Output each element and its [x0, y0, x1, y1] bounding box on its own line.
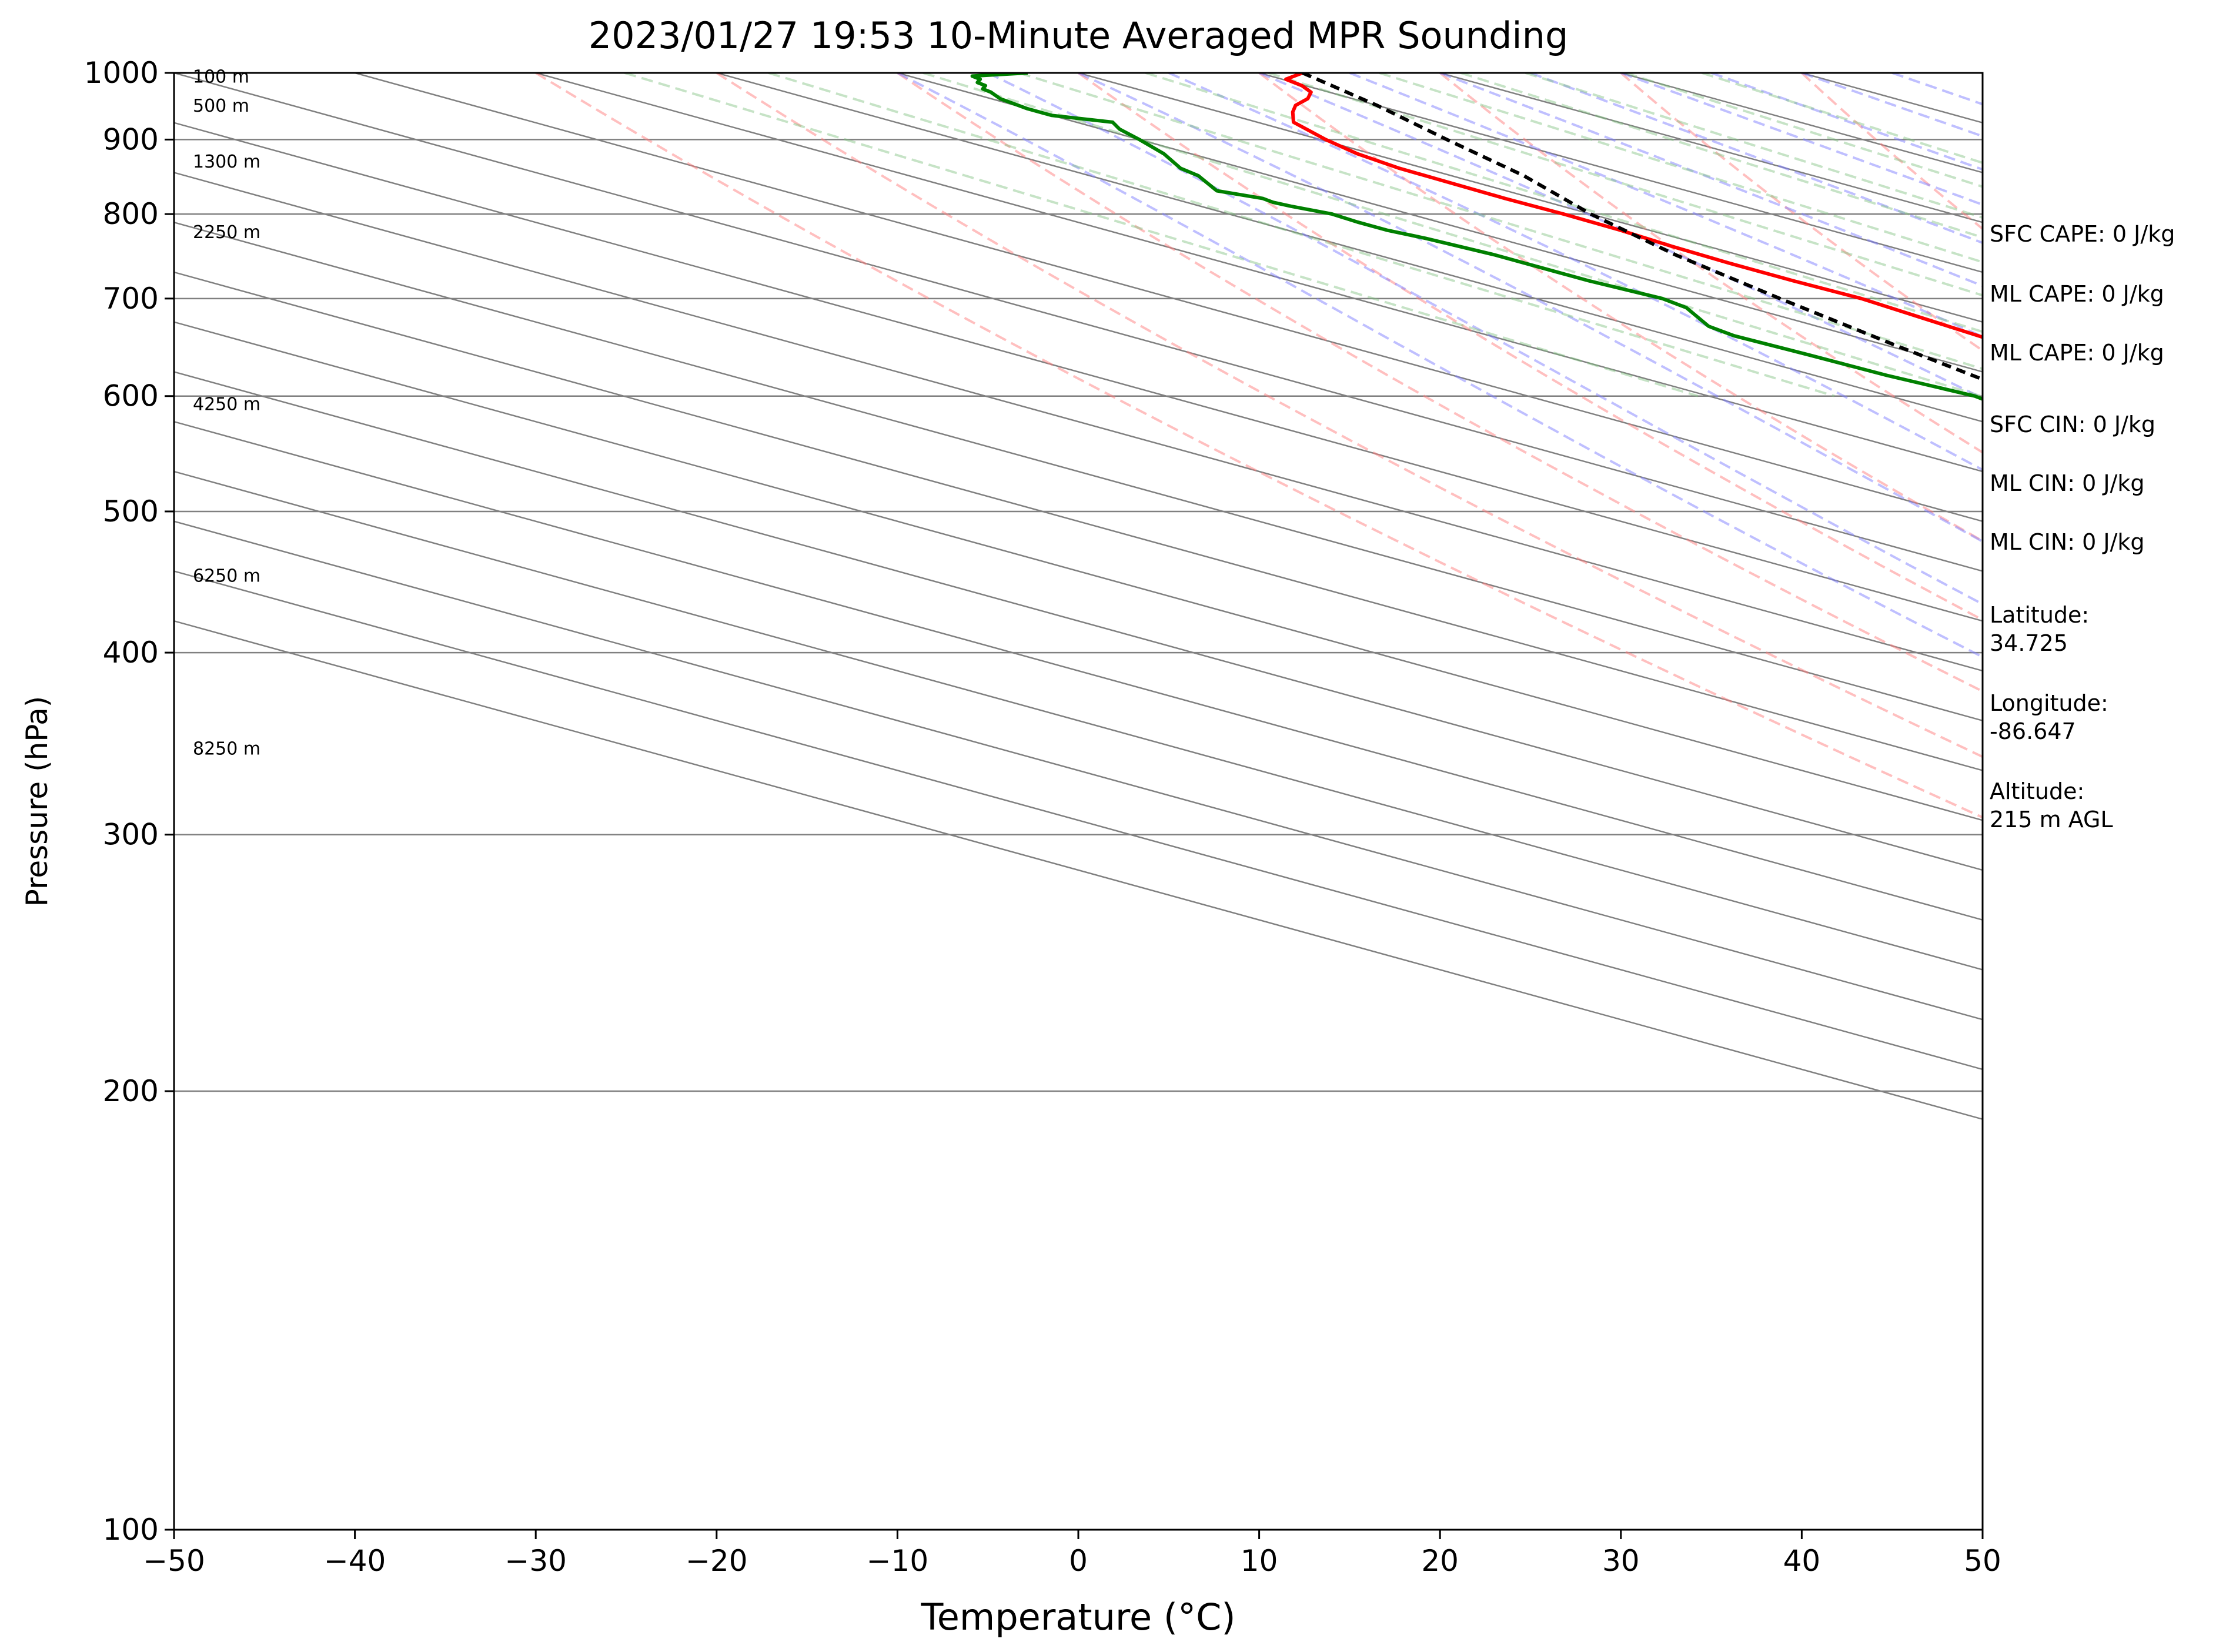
ml-cin-text-1: ML CIN: 0 J/kg — [1990, 470, 2145, 496]
isotherm-line — [174, 172, 1983, 672]
mixing-ratio-line — [1379, 73, 1983, 263]
background-lines — [174, 73, 2226, 1530]
y-tick-label: 600 — [103, 379, 159, 413]
isotherm-line — [1078, 73, 1983, 323]
x-tick-label: −40 — [324, 1544, 386, 1578]
height-label: 100 m — [193, 66, 249, 87]
y-tick-label: 100 — [103, 1513, 159, 1547]
x-tick-label: −50 — [143, 1544, 205, 1578]
mixing-ratio-line — [768, 73, 1835, 397]
parcel-profile-3 — [1302, 73, 1983, 382]
y-tick-label: 300 — [103, 818, 159, 852]
isotherm-line — [174, 420, 1983, 921]
mixing-ratio-line — [1268, 73, 1983, 297]
isotherm-line — [897, 73, 1983, 373]
height-label: 4250 m — [193, 394, 260, 414]
x-tick-label: −30 — [504, 1544, 567, 1578]
x-tick-label: 20 — [1421, 1544, 1459, 1578]
y-tick-label: 1000 — [84, 56, 159, 90]
isotherm-line — [174, 221, 1983, 722]
height-label: 8250 m — [193, 738, 260, 759]
height-label: 1300 m — [193, 152, 260, 172]
moist-adiabat-line — [1620, 73, 1983, 206]
y-tick-label: 500 — [103, 494, 159, 529]
dry-adiabat-line — [716, 73, 1983, 758]
x-tick-label: 10 — [1241, 1544, 1278, 1578]
x-tick-label: −20 — [686, 1544, 748, 1578]
mixing-ratio-line — [1625, 73, 1983, 188]
y-tick-label: 700 — [103, 282, 159, 316]
x-axis: −50 −40 −30 −20 −10 0 10 20 30 40 50 — [143, 1530, 2001, 1578]
mixing-ratio-line — [1145, 73, 1983, 333]
y-axis: 1000 900 800 700 600 500 400 300 200 100 — [84, 56, 174, 1547]
isotherm-line — [174, 271, 1983, 771]
moist-adiabat-line — [1530, 73, 1983, 245]
mixing-ratio-line — [1701, 73, 1983, 165]
altitude-text: Altitude: 215 m AGL — [1990, 778, 2113, 832]
mixing-ratio-line — [624, 73, 1699, 397]
y-tick-label: 400 — [103, 636, 159, 670]
isotherm-line — [174, 570, 1983, 1071]
x-tick-label: −10 — [867, 1544, 929, 1578]
isotherm-line — [716, 73, 1983, 423]
ml-cin-text-2: ML CIN: 0 J/kg — [1990, 529, 2145, 555]
longitude-text: Longitude: -86.647 — [1990, 690, 2108, 744]
moist-adiabat-line — [1078, 73, 1983, 543]
moist-adiabat-line — [1168, 73, 1983, 471]
isotherm-line — [174, 371, 1983, 871]
dry-adiabat-line — [1439, 73, 1983, 454]
height-label: 500 m — [193, 96, 249, 116]
ml-cape-text-2: ML CAPE: 0 J/kg — [1990, 340, 2164, 366]
latitude-text: Latitude: 34.725 — [1990, 602, 2090, 656]
data-lines — [970, 73, 1983, 401]
mixing-ratio-line — [1525, 73, 1983, 219]
dry-adiabat-line — [2164, 73, 2226, 1530]
dry-adiabat-line — [897, 73, 1983, 693]
height-label: 2250 m — [193, 222, 260, 243]
sfc-cape-text: SFC CAPE: 0 J/kg — [1990, 221, 2175, 247]
moist-adiabat-line — [1349, 73, 1983, 338]
isotherm-line — [2164, 73, 2226, 1530]
isotherm-line — [174, 470, 1983, 971]
isotherm-line — [174, 520, 1983, 1021]
isotherm-line — [174, 122, 1983, 622]
x-tick-label: 0 — [1069, 1544, 1088, 1578]
dry-adiabat-line — [535, 73, 1983, 819]
plot-frame — [173, 72, 1984, 1531]
x-axis-label: Temperature (°C) — [920, 1596, 1235, 1638]
dry-adiabat-line — [1620, 73, 1983, 352]
height-label: 6250 m — [193, 566, 260, 587]
sfc-cin-text: SFC CIN: 0 J/kg — [1990, 412, 2156, 437]
y-tick-label: 900 — [103, 122, 159, 156]
chart-title: 2023/01/27 19:53 10-Minute Averaged MPR … — [589, 14, 1569, 57]
y-axis-label: Pressure (hPa) — [20, 696, 54, 907]
isotherm-line — [174, 620, 1983, 1121]
ml-cape-text-1: ML CAPE: 0 J/kg — [1990, 281, 2164, 307]
dry-adiabat-line — [1077, 73, 1983, 621]
x-tick-label: 40 — [1783, 1544, 1821, 1578]
dewpoint-profile-1 — [970, 73, 1983, 401]
temperature-profile-0 — [1284, 73, 1983, 339]
mixing-ratio-line — [1460, 73, 1983, 239]
height-labels: 8250 m 6250 m 4250 m 2250 m 1300 m 500 m 100 m — [193, 66, 260, 759]
y-tick-label: 200 — [103, 1074, 159, 1108]
x-tick-label: 50 — [1964, 1544, 2001, 1578]
isotherm-line — [355, 73, 1983, 523]
isotherm-line — [174, 321, 1983, 821]
y-tick-label: 800 — [103, 197, 159, 231]
x-tick-label: 30 — [1602, 1544, 1640, 1578]
moist-adiabat-line — [897, 73, 1983, 658]
isotherm-line — [174, 73, 1983, 572]
isotherm-line — [535, 73, 1983, 473]
mixing-ratio-line — [1018, 73, 1983, 370]
moist-adiabat-line — [1439, 73, 1983, 287]
